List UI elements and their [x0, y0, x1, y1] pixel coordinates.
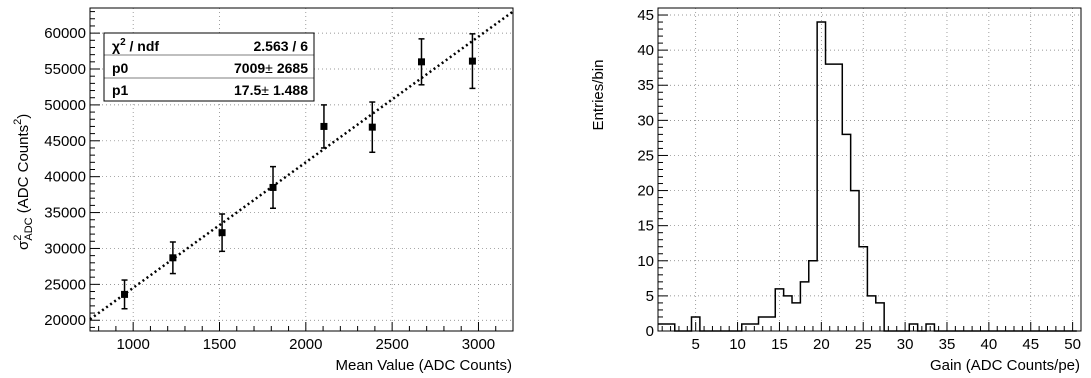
- tick-labels: 1000 1500 2000 2500 3000 20000 25000 30000 35000…: [44, 25, 495, 353]
- y-axis-label: Entries/bin: [590, 60, 607, 131]
- y-tick-label: 40: [637, 42, 654, 59]
- x-tick-label: 2000: [289, 336, 322, 353]
- axis-ticks: [658, 14, 1074, 332]
- x-tick-label: 10: [729, 336, 746, 353]
- axis-ticks: [90, 11, 497, 331]
- grid-lines: [90, 8, 513, 331]
- x-tick-label: 15: [771, 336, 788, 353]
- y-tick-label: 30000: [44, 240, 86, 257]
- x-axis-label: Gain (ADC Counts/pe): [930, 357, 1080, 374]
- stats-p0-value: 7009± 2685: [234, 60, 308, 76]
- x-tick-label: 20: [813, 336, 830, 353]
- histogram-plot: 5 10 15 20 25 30 35 40 45 50 0 5 10 15 20 25 30 35 40 45 Ga…: [590, 7, 1082, 374]
- y-tick-label: 5: [646, 288, 654, 305]
- y-tick-label: 55000: [44, 61, 86, 78]
- stats-chi2-label: χ2 / ndf: [112, 37, 159, 54]
- stats-box-frame: [103, 32, 315, 102]
- data-point: [218, 229, 226, 237]
- grid-lines: [658, 8, 1081, 331]
- data-points: [121, 33, 476, 310]
- y-tick-label: 30: [637, 112, 654, 129]
- y-tick-label: 25: [637, 147, 654, 164]
- y-tick-label: 35: [637, 77, 654, 94]
- y-tick-label: 45: [637, 7, 654, 24]
- y-tick-label: 0: [646, 323, 654, 340]
- y-tick-label: 10: [637, 253, 654, 270]
- data-point: [169, 254, 177, 262]
- y-tick-label: 35000: [44, 205, 86, 222]
- x-tick-label: 1500: [203, 336, 236, 353]
- y-axis-label: σ2ADC (ADC Counts2): [12, 114, 35, 250]
- scatter-fit-plot: 1000 1500 2000 2500 3000 20000 25000 30000 35000…: [12, 7, 514, 374]
- histogram-outline: [658, 21, 1077, 332]
- data-point: [269, 183, 277, 191]
- y-tick-label: 15: [637, 218, 654, 235]
- tick-labels: 5 10 15 20 25 30 35 40 45 50 0 5 10 15 20 25 30 35 40 45: [637, 7, 1081, 353]
- stats-box: χ2 / ndf 2.563 / 6 p0 7009± 2685 p1 17.5±…: [103, 32, 315, 102]
- x-tick-label: 2500: [375, 336, 408, 353]
- plot-frame: [657, 7, 1082, 332]
- x-tick-label: 50: [1064, 336, 1081, 353]
- x-tick-label: 3000: [462, 336, 495, 353]
- x-tick-label: 45: [1022, 336, 1039, 353]
- y-tick-label: 40000: [44, 169, 86, 186]
- data-point: [468, 57, 476, 65]
- y-tick-label: 25000: [44, 276, 86, 293]
- x-tick-label: 5: [692, 336, 700, 353]
- x-tick-label: 35: [939, 336, 956, 353]
- x-tick-label: 25: [855, 336, 872, 353]
- stats-p1-value: 17.5± 1.488: [234, 82, 308, 98]
- x-tick-label: 1000: [116, 336, 149, 353]
- x-tick-label: 30: [897, 336, 914, 353]
- data-point: [417, 58, 425, 66]
- y-tick-label: 45000: [44, 133, 86, 150]
- y-tick-label: 20: [637, 183, 654, 200]
- data-point: [121, 290, 129, 298]
- data-point: [320, 122, 328, 130]
- y-tick-label: 50000: [44, 97, 86, 114]
- x-axis-label: Mean Value (ADC Counts): [336, 357, 512, 374]
- fit-line: [89, 10, 514, 321]
- stats-chi2-value: 2.563 / 6: [254, 38, 309, 54]
- x-tick-label: 40: [981, 336, 998, 353]
- data-point: [368, 123, 376, 131]
- stats-p0-label: p0: [112, 60, 129, 76]
- stats-p1-label: p1: [112, 82, 129, 98]
- y-tick-label: 60000: [44, 25, 86, 42]
- y-tick-label: 20000: [44, 312, 86, 329]
